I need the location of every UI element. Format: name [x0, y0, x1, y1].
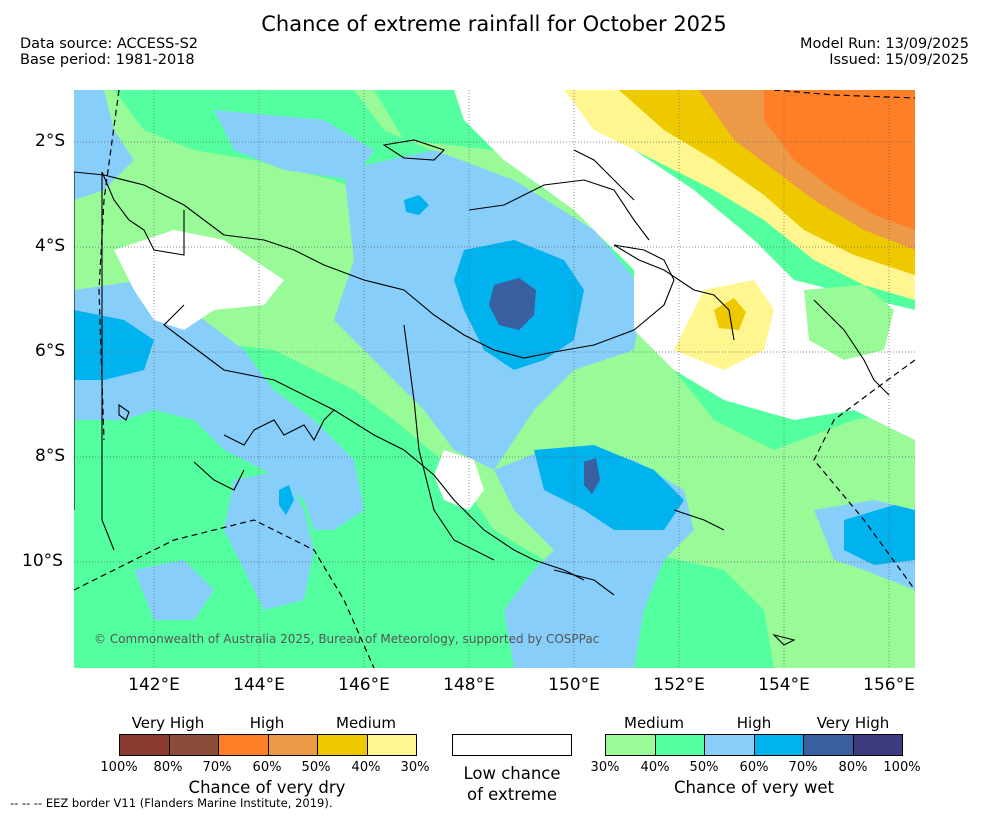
lat-label-8s: 8°S — [35, 446, 66, 466]
very-high-dry-region — [764, 90, 915, 230]
dry-swatch-1 — [168, 734, 219, 756]
dry-pct-30: 30% — [400, 760, 430, 775]
blue-northwest — [74, 90, 134, 200]
deep-blue-south — [534, 445, 684, 530]
lon-label-148e: 148°E — [443, 675, 495, 695]
eez-borders — [74, 90, 915, 668]
run-info: Model Run: 13/09/2025 Issued: 15/09/2025 — [800, 36, 969, 68]
very-high-wet-south — [584, 458, 600, 494]
neutral-caption-line2: of extreme — [466, 785, 558, 804]
white-region-south — [434, 450, 484, 510]
dry-pct-60: 60% — [252, 760, 282, 775]
data-source: Data source: ACCESS-S2 — [20, 36, 199, 52]
eez-border-note: -- -- -- EEZ border V11 (Flanders Marine… — [10, 796, 333, 810]
white-region-west — [114, 230, 284, 330]
dry-swatch-3 — [267, 734, 318, 756]
map-title: Chance of extreme rainfall for October 2… — [261, 12, 727, 36]
light-green-east — [734, 490, 804, 560]
gridlines — [74, 90, 915, 668]
dry-swatch-4 — [317, 734, 368, 756]
wet-swatch-0 — [605, 734, 656, 756]
dry-pct-50: 50% — [301, 760, 331, 775]
dry-pct-100: 100% — [100, 760, 138, 775]
base-period: Base period: 1981-2018 — [20, 52, 195, 68]
dry-pct-40: 40% — [351, 760, 381, 775]
dry-cat-medium: Medium — [336, 714, 396, 732]
blue-north — [214, 110, 374, 180]
deep-blue-west — [74, 310, 154, 380]
wet-pct-60: 60% — [739, 760, 769, 775]
very-high-wet-central — [489, 278, 536, 330]
neutral-caption-line1: Low chance — [463, 764, 561, 783]
dry-pct-80: 80% — [153, 760, 183, 775]
lon-label-152e: 152°E — [653, 675, 705, 695]
blue-south — [224, 470, 314, 610]
neutral-swatch — [452, 734, 572, 756]
blue-southwest-small — [134, 560, 214, 620]
lon-label-146e: 146°E — [338, 675, 390, 695]
dry-swatch-5 — [366, 734, 417, 756]
wet-pct-40: 40% — [640, 760, 670, 775]
wet-swatch-4 — [803, 734, 854, 756]
lon-label-144e: 144°E — [233, 675, 285, 695]
wet-pct-70: 70% — [788, 760, 818, 775]
lon-label-156e: 156°E — [863, 675, 915, 695]
rainfall-map — [74, 90, 915, 668]
source-info: Data source: ACCESS-S2 Base period: 1981… — [20, 36, 198, 68]
lat-label-4s: 4°S — [35, 236, 66, 256]
light-green-island — [804, 285, 894, 360]
wet-pct-30: 30% — [590, 760, 620, 775]
dry-cat-high: High — [249, 714, 285, 732]
copyright-notice: © Commonwealth of Australia 2025, Bureau… — [94, 632, 600, 646]
wet-swatch-3 — [753, 734, 804, 756]
wet-swatch-5 — [852, 734, 903, 756]
wet-cat-very-high: Very High — [816, 714, 890, 732]
lat-label-2s: 2°S — [35, 131, 66, 151]
deep-blue-spot-2 — [279, 485, 294, 515]
issued-date: Issued: 15/09/2025 — [829, 52, 969, 68]
dry-caption: Chance of very dry — [188, 778, 346, 797]
wet-pct-100: 100% — [883, 760, 921, 775]
lon-label-142e: 142°E — [128, 675, 180, 695]
wet-cat-medium: Medium — [624, 714, 684, 732]
coastlines — [74, 139, 890, 646]
white-region-east — [454, 90, 915, 440]
deep-blue-east — [844, 505, 915, 565]
dry-swatch-2 — [218, 734, 269, 756]
dry-pct-70: 70% — [202, 760, 232, 775]
wet-swatch-2 — [704, 734, 755, 756]
lat-label-6s: 6°S — [35, 341, 66, 361]
lon-label-154e: 154°E — [758, 675, 810, 695]
wet-caption: Chance of very wet — [674, 778, 834, 797]
model-run: Model Run: 13/09/2025 — [799, 36, 969, 52]
lon-label-150e: 150°E — [548, 675, 600, 695]
dry-swatch-0 — [119, 734, 170, 756]
wet-swatch-1 — [654, 734, 705, 756]
dry-cat-very-high: Very High — [131, 714, 205, 732]
lat-label-10s: 10°S — [22, 551, 63, 571]
wet-pct-80: 80% — [838, 760, 868, 775]
wet-cat-high: High — [736, 714, 772, 732]
wet-pct-50: 50% — [689, 760, 719, 775]
deep-blue-spot — [404, 195, 429, 215]
